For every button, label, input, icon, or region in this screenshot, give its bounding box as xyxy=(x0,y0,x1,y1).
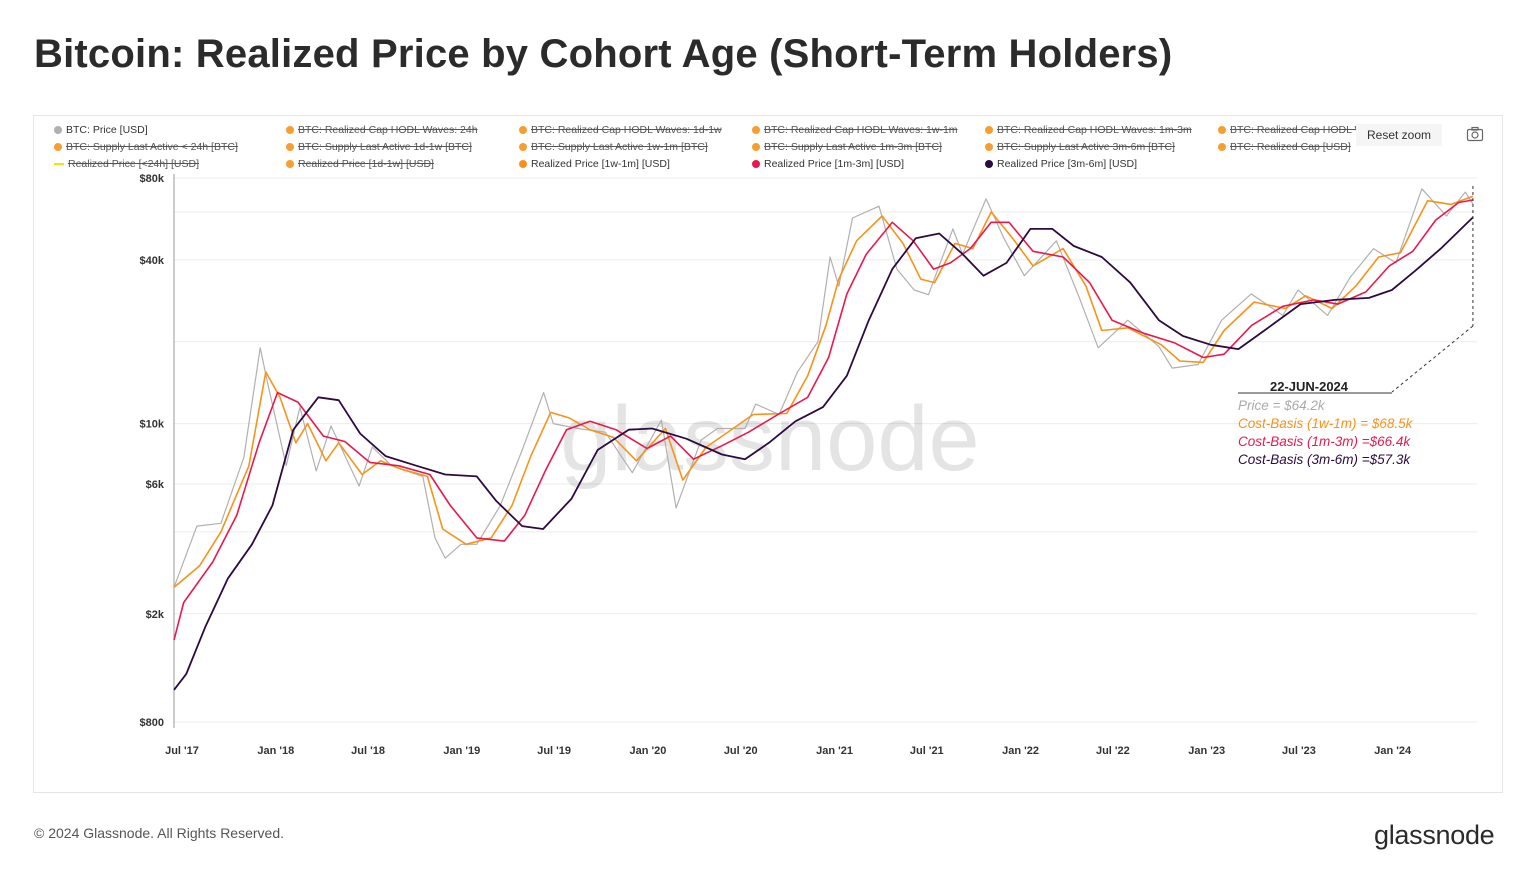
legend-label: BTC: Realized Cap [USD] xyxy=(1230,141,1351,153)
legend-item[interactable]: BTC: Realized Cap [USD] xyxy=(1218,141,1351,153)
legend-marker xyxy=(985,160,993,168)
legend-item[interactable]: BTC: Price [USD] xyxy=(54,124,148,136)
legend-item[interactable]: BTC: Supply Last Active 1w-1m [BTC] xyxy=(519,141,708,153)
legend-label: BTC: Realized Cap HODL W xyxy=(1230,124,1365,136)
copyright-text: © 2024 Glassnode. All Rights Reserved. xyxy=(34,825,285,841)
legend-marker xyxy=(752,143,760,151)
x-tick-label: Jan '24 xyxy=(1374,745,1412,757)
legend-label: Realized Price [1d-1w] [USD] xyxy=(298,158,434,170)
legend-item[interactable]: BTC: Supply Last Active < 24h [BTC] xyxy=(54,141,238,153)
legend-item[interactable]: Realized Price [<24h] [USD] xyxy=(54,158,199,170)
brand-logo: glassnode xyxy=(1374,820,1495,850)
series-line xyxy=(173,199,1474,641)
legend-label: Realized Price [<24h] [USD] xyxy=(68,158,200,170)
x-tick-label: Jan '21 xyxy=(816,745,853,757)
legend-marker xyxy=(519,143,527,151)
legend-marker xyxy=(985,126,993,134)
legend-marker xyxy=(519,160,527,168)
series-line xyxy=(173,195,1474,589)
legend-label: BTC: Realized Cap HODL Waves: 24h xyxy=(298,124,478,136)
watermark-text: glassnode xyxy=(560,388,979,490)
annotation-date: 22-JUN-2024 xyxy=(1270,379,1349,394)
legend-item[interactable]: BTC: Supply Last Active 1m-3m [BTC] xyxy=(752,141,942,153)
x-tick-label: Jan '20 xyxy=(630,745,667,757)
legend-marker xyxy=(1218,126,1226,134)
legend-item[interactable]: Realized Price [1m-3m] [USD] xyxy=(752,158,904,170)
page-title: Bitcoin: Realized Price by Cohort Age (S… xyxy=(34,32,1173,76)
y-tick-label: $800 xyxy=(140,717,164,729)
legend-marker xyxy=(985,143,993,151)
legend-label: BTC: Realized Cap HODL Waves: 1d-1w xyxy=(531,124,722,136)
legend-label: BTC: Price [USD] xyxy=(66,124,148,136)
camera-icon[interactable] xyxy=(1466,126,1484,142)
legend-item[interactable]: Realized Price [1d-1w] [USD] xyxy=(286,158,434,170)
legend-item[interactable]: BTC: Supply Last Active 1d-1w [BTC] xyxy=(286,141,472,153)
legend-marker xyxy=(1218,143,1226,151)
legend-item[interactable]: BTC: Realized Cap HODL Waves: 1d-1w xyxy=(519,124,722,136)
x-tick-label: Jan '19 xyxy=(443,745,480,757)
reset-zoom-button[interactable]: Reset zoom xyxy=(1356,124,1442,146)
x-tick-label: Jan '23 xyxy=(1188,745,1225,757)
x-tick-label: Jul '22 xyxy=(1096,745,1130,757)
legend-marker xyxy=(54,163,64,165)
legend-label: BTC: Supply Last Active 3m-6m [BTC] xyxy=(997,141,1175,153)
legend-label: BTC: Supply Last Active 1w-1m [BTC] xyxy=(531,141,708,153)
legend-marker xyxy=(286,160,294,168)
legend-marker xyxy=(519,126,527,134)
annotation-line: Cost-Basis (3m-6m) =$57.3k xyxy=(1238,452,1411,467)
legend-label: Realized Price [1w-1m] [USD] xyxy=(531,158,670,170)
legend-item[interactable]: BTC: Realized Cap HODL Waves: 24h xyxy=(286,124,478,136)
x-tick-label: Jul '19 xyxy=(537,745,571,757)
x-tick-label: Jul '20 xyxy=(724,745,758,757)
y-tick-label: $6k xyxy=(146,479,165,491)
x-tick-label: Jan '18 xyxy=(257,745,294,757)
x-tick-label: Jul '17 xyxy=(165,745,199,757)
series-line xyxy=(173,216,1474,691)
annotation-line: Cost-Basis (1w-1m) = $68.5k xyxy=(1238,416,1414,431)
y-tick-label: $2k xyxy=(146,609,165,621)
legend-marker xyxy=(286,126,294,134)
y-tick-label: $10k xyxy=(140,419,165,431)
legend-item[interactable]: BTC: Realized Cap HODL W xyxy=(1218,124,1364,136)
legend-marker xyxy=(54,126,62,134)
legend-marker xyxy=(286,143,294,151)
legend-label: Realized Price [1m-3m] [USD] xyxy=(764,158,905,170)
chart-panel: BTC: Price [USD] BTC: Realized Cap HODL W… xyxy=(33,115,1503,793)
legend-label: BTC: Supply Last Active 1d-1w [BTC] xyxy=(298,141,472,153)
legend-item[interactable]: Realized Price [3m-6m] [USD] xyxy=(985,158,1137,170)
legend-item[interactable]: BTC: Realized Cap HODL Waves: 1w-1m xyxy=(752,124,958,136)
legend-marker xyxy=(752,160,760,168)
legend-label: BTC: Realized Cap HODL Waves: 1w-1m xyxy=(764,124,958,136)
legend-item[interactable]: BTC: Realized Cap HODL Waves: 1m-3m xyxy=(985,124,1192,136)
x-tick-label: Jan '22 xyxy=(1002,745,1039,757)
y-tick-label: $80k xyxy=(140,173,165,185)
annotation-leader xyxy=(1391,325,1474,393)
annotation-line: Cost-Basis (1m-3m) =$66.4k xyxy=(1238,434,1411,449)
legend-label: Realized Price [3m-6m] [USD] xyxy=(997,158,1138,170)
legend-label: BTC: Supply Last Active < 24h [BTC] xyxy=(66,141,238,153)
legend-item[interactable]: Realized Price [1w-1m] [USD] xyxy=(519,158,670,170)
y-tick-label: $40k xyxy=(140,255,165,267)
legend-item[interactable]: BTC: Supply Last Active 3m-6m [BTC] xyxy=(985,141,1175,153)
x-tick-label: Jul '23 xyxy=(1282,745,1316,757)
legend-marker xyxy=(54,143,62,151)
legend-label: BTC: Realized Cap HODL Waves: 1m-3m xyxy=(997,124,1192,136)
legend-label: BTC: Supply Last Active 1m-3m [BTC] xyxy=(764,141,942,153)
annotation-line: Price = $64.2k xyxy=(1238,398,1326,413)
x-tick-label: Jul '21 xyxy=(910,745,944,757)
legend-marker xyxy=(752,126,760,134)
x-tick-label: Jul '18 xyxy=(351,745,385,757)
